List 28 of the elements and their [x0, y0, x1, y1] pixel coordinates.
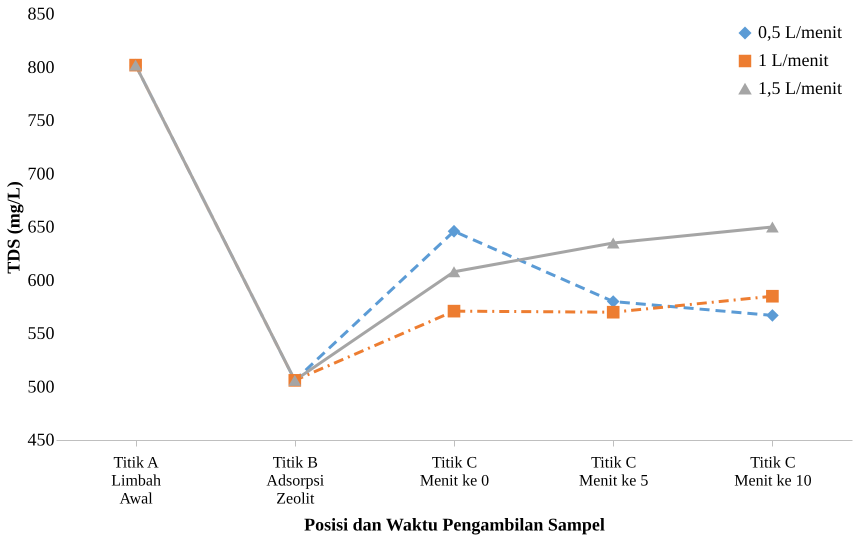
y-tick-label: 650: [28, 216, 54, 236]
legend-label: 0,5 L/menit: [758, 22, 842, 42]
y-tick-label: 750: [28, 110, 54, 130]
x-tick-label: Titik B Adsorpsi Zeolit: [266, 454, 325, 508]
y-tick-label: 500: [28, 376, 54, 396]
point: [766, 290, 779, 303]
point: [606, 295, 620, 308]
y-axis-title: TDS (mg/L): [4, 181, 24, 274]
legend-label: 1 L/menit: [758, 50, 828, 70]
y-tick-label: 700: [28, 163, 54, 184]
x-axis-title: Posisi dan Waktu Pengambilan Sampel: [304, 514, 605, 534]
y-tick-label: 850: [28, 4, 54, 24]
x-tick-label: Titik C Menit ke 0: [420, 454, 490, 490]
x-tick-label: Titik C Menit ke 10: [734, 454, 812, 490]
y-tick-label: 550: [28, 323, 54, 343]
x-tick-label: Titik A Limbah Awal: [111, 454, 161, 508]
point: [766, 222, 779, 232]
point: [448, 266, 460, 278]
point: [448, 304, 460, 318]
y-tick-label: 450: [28, 430, 54, 450]
point: [448, 224, 460, 238]
point: [766, 309, 779, 322]
x-tick-label: Titik C Menit ke 5: [579, 454, 648, 490]
point: [606, 238, 620, 248]
point: [606, 306, 620, 319]
legend-label: 1,5 L/menit: [758, 78, 842, 98]
y-tick-label: 800: [28, 56, 54, 77]
y-tick-label: 600: [28, 270, 54, 290]
